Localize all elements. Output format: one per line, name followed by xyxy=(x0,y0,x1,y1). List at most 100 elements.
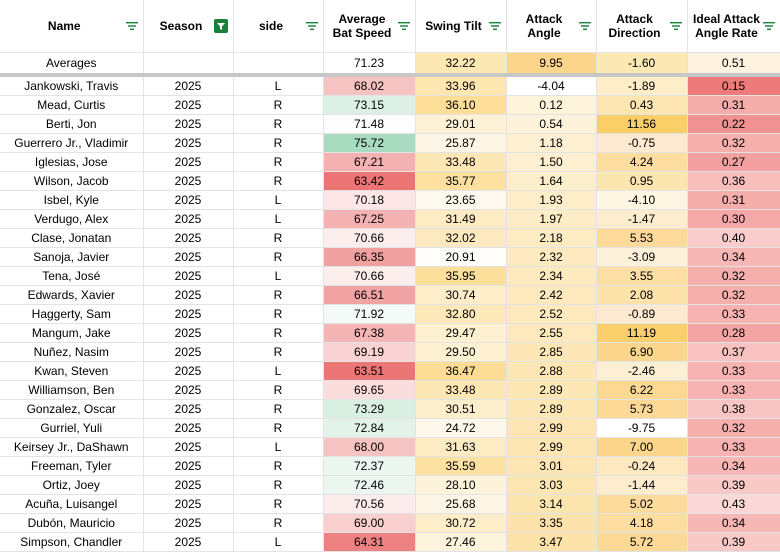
attack-direction-cell[interactable]: 6.90 xyxy=(596,343,687,362)
filter-active-icon[interactable] xyxy=(214,19,228,33)
season-cell[interactable]: 2025 xyxy=(143,305,233,324)
player-name[interactable]: Dubón, Mauricio xyxy=(0,514,143,533)
player-name[interactable]: Wilson, Jacob xyxy=(0,172,143,191)
swing-tilt-cell[interactable]: 23.65 xyxy=(415,191,506,210)
side-cell[interactable]: R xyxy=(233,495,323,514)
ideal-rate-cell[interactable]: 0.27 xyxy=(687,153,780,172)
bat-speed-cell[interactable]: 70.18 xyxy=(323,191,415,210)
side-cell[interactable]: L xyxy=(233,191,323,210)
player-name[interactable]: Jankowski, Travis xyxy=(0,75,143,96)
ideal-rate-cell[interactable]: 0.33 xyxy=(687,381,780,400)
attack-angle-cell[interactable]: 2.42 xyxy=(506,286,596,305)
swing-tilt-cell[interactable]: 31.49 xyxy=(415,210,506,229)
bat-speed-cell[interactable]: 71.48 xyxy=(323,115,415,134)
bat-speed-cell[interactable]: 75.72 xyxy=(323,134,415,153)
attack-angle-cell[interactable]: 1.93 xyxy=(506,191,596,210)
attack-angle-cell[interactable]: 2.52 xyxy=(506,305,596,324)
swing-tilt-cell[interactable]: 36.10 xyxy=(415,96,506,115)
ideal-rate-cell[interactable]: 0.15 xyxy=(687,75,780,96)
side-cell[interactable]: R xyxy=(233,248,323,267)
season-cell[interactable]: 2025 xyxy=(143,115,233,134)
season-cell[interactable]: 2025 xyxy=(143,286,233,305)
attack-angle-cell[interactable]: -4.04 xyxy=(506,75,596,96)
side-cell[interactable]: R xyxy=(233,476,323,495)
column-header-attack-angle[interactable]: Attack Angle xyxy=(506,0,596,53)
bat-speed-cell[interactable]: 72.84 xyxy=(323,419,415,438)
attack-angle-cell[interactable]: 2.88 xyxy=(506,362,596,381)
side-cell[interactable]: R xyxy=(233,153,323,172)
bat-speed-cell[interactable]: 68.00 xyxy=(323,438,415,457)
swing-tilt-cell[interactable]: 28.10 xyxy=(415,476,506,495)
attack-direction-cell[interactable]: 11.56 xyxy=(596,115,687,134)
season-cell[interactable]: 2025 xyxy=(143,134,233,153)
column-header-side[interactable]: side xyxy=(233,0,323,53)
attack-direction-cell[interactable]: 5.02 xyxy=(596,495,687,514)
filter-icon[interactable] xyxy=(306,20,318,30)
player-name[interactable]: Nuñez, Nasim xyxy=(0,343,143,362)
bat-speed-cell[interactable]: 67.38 xyxy=(323,324,415,343)
bat-speed-cell[interactable]: 66.51 xyxy=(323,286,415,305)
player-name[interactable]: Haggerty, Sam xyxy=(0,305,143,324)
attack-direction-cell[interactable]: -3.09 xyxy=(596,248,687,267)
swing-tilt-cell[interactable]: 31.63 xyxy=(415,438,506,457)
player-name[interactable]: Edwards, Xavier xyxy=(0,286,143,305)
season-cell[interactable]: 2025 xyxy=(143,381,233,400)
attack-angle-cell[interactable]: 3.47 xyxy=(506,533,596,552)
side-cell[interactable]: R xyxy=(233,457,323,476)
ideal-rate-cell[interactable]: 0.32 xyxy=(687,419,780,438)
player-name[interactable]: Iglesias, Jose xyxy=(0,153,143,172)
column-header-attack-direction[interactable]: Attack Direction xyxy=(596,0,687,53)
bat-speed-cell[interactable]: 69.00 xyxy=(323,514,415,533)
bat-speed-cell[interactable]: 70.66 xyxy=(323,229,415,248)
season-cell[interactable]: 2025 xyxy=(143,248,233,267)
ideal-rate-cell[interactable]: 0.30 xyxy=(687,210,780,229)
player-name[interactable]: Berti, Jon xyxy=(0,115,143,134)
attack-direction-cell[interactable]: -0.24 xyxy=(596,457,687,476)
attack-direction-cell[interactable]: -0.75 xyxy=(596,134,687,153)
side-cell[interactable]: R xyxy=(233,305,323,324)
ideal-rate-cell[interactable]: 0.33 xyxy=(687,305,780,324)
bat-speed-cell[interactable]: 69.19 xyxy=(323,343,415,362)
filter-icon[interactable] xyxy=(670,20,682,30)
player-name[interactable]: Kwan, Steven xyxy=(0,362,143,381)
bat-speed-cell[interactable]: 72.37 xyxy=(323,457,415,476)
attack-direction-cell[interactable]: 7.00 xyxy=(596,438,687,457)
attack-direction-cell[interactable]: 5.53 xyxy=(596,229,687,248)
player-name[interactable]: Isbel, Kyle xyxy=(0,191,143,210)
season-cell[interactable]: 2025 xyxy=(143,229,233,248)
side-cell[interactable]: R xyxy=(233,381,323,400)
ideal-rate-cell[interactable]: 0.39 xyxy=(687,476,780,495)
attack-angle-cell[interactable]: 0.54 xyxy=(506,115,596,134)
attack-direction-cell[interactable]: 11.19 xyxy=(596,324,687,343)
ideal-rate-cell[interactable]: 0.34 xyxy=(687,248,780,267)
attack-angle-cell[interactable]: 2.85 xyxy=(506,343,596,362)
swing-tilt-cell[interactable]: 29.01 xyxy=(415,115,506,134)
player-name[interactable]: Mead, Curtis xyxy=(0,96,143,115)
side-cell[interactable]: R xyxy=(233,514,323,533)
ideal-rate-cell[interactable]: 0.28 xyxy=(687,324,780,343)
season-cell[interactable]: 2025 xyxy=(143,438,233,457)
season-cell[interactable]: 2025 xyxy=(143,267,233,286)
season-cell[interactable]: 2025 xyxy=(143,476,233,495)
swing-tilt-cell[interactable]: 30.51 xyxy=(415,400,506,419)
attack-direction-cell[interactable]: -1.44 xyxy=(596,476,687,495)
season-cell[interactable]: 2025 xyxy=(143,172,233,191)
bat-speed-cell[interactable]: 67.21 xyxy=(323,153,415,172)
ideal-rate-cell[interactable]: 0.33 xyxy=(687,362,780,381)
ideal-rate-cell[interactable]: 0.40 xyxy=(687,229,780,248)
ideal-rate-cell[interactable]: 0.34 xyxy=(687,514,780,533)
averages-attack-angle[interactable]: 9.95 xyxy=(506,53,596,76)
season-cell[interactable]: 2025 xyxy=(143,400,233,419)
season-cell[interactable]: 2025 xyxy=(143,210,233,229)
side-cell[interactable]: R xyxy=(233,96,323,115)
attack-direction-cell[interactable]: -0.89 xyxy=(596,305,687,324)
attack-direction-cell[interactable]: -4.10 xyxy=(596,191,687,210)
attack-angle-cell[interactable]: 3.14 xyxy=(506,495,596,514)
swing-tilt-cell[interactable]: 29.50 xyxy=(415,343,506,362)
averages-label[interactable]: Averages xyxy=(0,53,143,76)
averages-ideal-rate[interactable]: 0.51 xyxy=(687,53,780,76)
side-cell[interactable]: L xyxy=(233,362,323,381)
attack-angle-cell[interactable]: 2.89 xyxy=(506,381,596,400)
attack-direction-cell[interactable]: -1.47 xyxy=(596,210,687,229)
season-cell[interactable]: 2025 xyxy=(143,191,233,210)
